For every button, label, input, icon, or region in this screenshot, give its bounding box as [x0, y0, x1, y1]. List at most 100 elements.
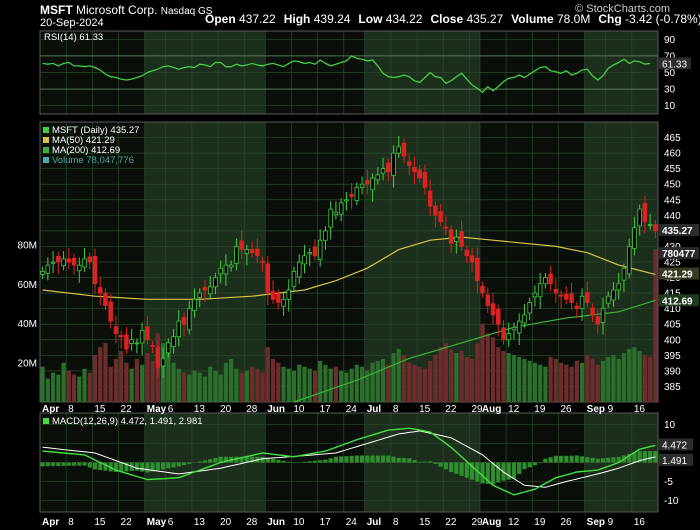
candle-body	[454, 236, 459, 242]
price-xtick-label: 26	[560, 404, 572, 415]
macd-histogram-bar	[171, 462, 176, 468]
candle-body	[265, 263, 271, 294]
stat-value-close: 435.27	[466, 12, 504, 26]
volume-bar	[323, 364, 328, 402]
candle-body	[564, 293, 569, 300]
macd-histogram-bar	[50, 462, 56, 467]
volume-bar	[480, 323, 485, 402]
macd-legend-swatch	[43, 418, 49, 424]
macd-xtick-label: 8	[393, 517, 399, 528]
candle-body	[401, 142, 407, 157]
candle-body	[97, 287, 103, 294]
macd-xtick-label: 20	[220, 517, 232, 528]
volume-bar	[276, 362, 281, 402]
volume-bar	[265, 347, 270, 402]
volume-bar	[213, 370, 218, 402]
volume-bar	[506, 353, 511, 402]
candle-body	[532, 292, 538, 298]
volume-bar	[600, 360, 606, 402]
price-ytick-label: 395	[664, 351, 681, 362]
volume-bar	[417, 366, 422, 402]
macd-xtick-label: 10	[293, 517, 305, 528]
volume-bar	[469, 358, 475, 402]
macd-histogram-bar	[401, 458, 407, 463]
macd-histogram-bar	[250, 456, 255, 463]
volume-bar	[653, 249, 658, 402]
rsi-last-label: 61.33	[662, 59, 687, 70]
macd-histogram-bar	[134, 462, 139, 471]
candle-body	[134, 342, 140, 345]
macd-histogram-bar	[527, 462, 532, 468]
volume-bar	[428, 360, 433, 402]
price-xtick-label: 10	[293, 404, 305, 415]
candle-body	[66, 258, 72, 263]
volume-bar	[579, 362, 585, 402]
ma200-last-label-bg	[659, 294, 699, 307]
candle-body	[459, 231, 464, 247]
macd-histogram-bar	[590, 457, 595, 463]
volume-bar	[595, 364, 600, 402]
volume-ytick-label: 60M	[18, 280, 37, 291]
macd-histogram-bar	[318, 460, 323, 463]
volume-bar	[611, 354, 616, 402]
price-ytick-label: 445	[664, 195, 681, 206]
stat-value-high: 439.24	[313, 12, 351, 26]
candle-body	[422, 171, 428, 188]
volume-bar	[365, 370, 370, 402]
macd-histogram-bar	[579, 456, 585, 463]
price-legend-swatch	[43, 157, 49, 163]
candle-body	[328, 208, 333, 228]
candle-body	[312, 246, 318, 257]
candle-body	[485, 294, 491, 306]
candle-body	[637, 208, 642, 227]
macd-histogram-bar	[150, 462, 155, 472]
candle-body	[501, 327, 506, 341]
price-xtick-label: Sep	[587, 404, 605, 415]
price-xtick-label: Apr	[42, 404, 59, 415]
candle-body	[380, 168, 386, 174]
macd-histogram-bar	[344, 456, 349, 463]
volume-bar	[553, 358, 558, 402]
volume-bar	[166, 347, 171, 402]
candle-body	[181, 316, 187, 325]
candle-body	[438, 211, 443, 222]
macd-histogram-bar	[438, 462, 443, 467]
candle-body	[276, 293, 281, 303]
candle-body	[77, 264, 82, 272]
macd-histogram-bar	[585, 457, 590, 463]
macd-histogram-bar	[98, 462, 103, 471]
signal-last-label: 1.491	[662, 456, 687, 467]
price-ytick-label: 450	[664, 180, 681, 191]
macd-histogram-bar	[517, 462, 522, 474]
volume-bar	[229, 358, 234, 402]
macd-histogram-bar	[396, 457, 401, 463]
macd-histogram-bar	[349, 455, 354, 463]
candle-body	[469, 255, 475, 263]
macd-histogram-bar	[213, 457, 218, 463]
volume-bar	[642, 354, 648, 402]
volume-bar	[527, 360, 532, 402]
macd-histogram-bar	[333, 456, 339, 463]
volume-bar	[291, 370, 297, 402]
candle-body	[50, 261, 56, 264]
macd-histogram-bar	[160, 462, 166, 470]
macd-xtick-label: 15	[419, 517, 431, 528]
macd-histogram-bar	[302, 461, 307, 463]
ma200-line	[293, 299, 656, 403]
macd-xtick-label: May	[147, 517, 167, 528]
macd-histogram-bar	[606, 457, 611, 463]
volume-last-label-bg	[659, 247, 699, 260]
macd-histogram-bar	[260, 456, 265, 463]
macd-histogram-bar	[532, 462, 538, 466]
macd-xtick-label: Sep	[587, 517, 605, 528]
volume-bar	[532, 362, 538, 402]
candle-body	[113, 326, 119, 334]
candle-body	[297, 261, 302, 278]
macd-histogram-bar	[40, 462, 45, 467]
candle-body	[302, 255, 307, 265]
candle-body	[359, 183, 365, 188]
volume-bar	[485, 333, 490, 402]
price-xtick-label: 6	[168, 404, 174, 415]
macd-histogram-bar	[77, 462, 82, 466]
volume-bar	[234, 368, 239, 402]
